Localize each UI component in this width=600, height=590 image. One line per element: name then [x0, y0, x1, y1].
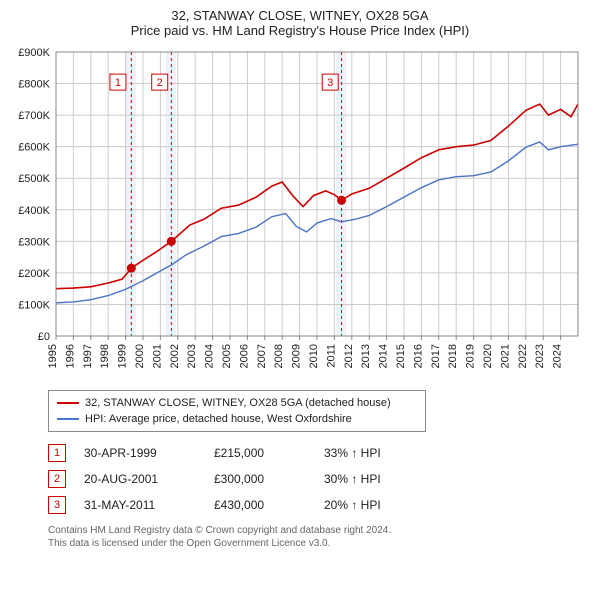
svg-text:2016: 2016: [412, 344, 424, 368]
svg-text:2014: 2014: [378, 344, 390, 368]
svg-text:2015: 2015: [395, 344, 407, 368]
svg-text:3: 3: [327, 77, 333, 89]
event-row: 1 30-APR-1999 £215,000 33% ↑ HPI: [48, 440, 592, 466]
event-row: 3 31-MAY-2011 £430,000 20% ↑ HPI: [48, 492, 592, 518]
svg-text:1999: 1999: [117, 344, 129, 368]
svg-text:2017: 2017: [430, 344, 442, 368]
event-diff: 33% ↑ HPI: [324, 446, 381, 460]
svg-text:2002: 2002: [169, 344, 181, 368]
svg-text:£100K: £100K: [18, 299, 50, 311]
svg-text:1997: 1997: [82, 344, 94, 368]
svg-text:1995: 1995: [47, 344, 59, 368]
svg-text:2: 2: [157, 77, 163, 89]
svg-text:£400K: £400K: [18, 205, 50, 217]
legend-item-hpi: HPI: Average price, detached house, West…: [57, 411, 417, 427]
svg-text:2005: 2005: [221, 344, 233, 368]
svg-text:2008: 2008: [273, 344, 285, 368]
svg-text:£900K: £900K: [18, 47, 50, 59]
svg-text:£800K: £800K: [18, 79, 50, 91]
legend-item-price-paid: 32, STANWAY CLOSE, WITNEY, OX28 5GA (det…: [57, 395, 417, 411]
svg-text:£700K: £700K: [18, 110, 50, 122]
svg-text:2001: 2001: [151, 344, 163, 368]
svg-text:£0: £0: [38, 331, 50, 343]
svg-text:2023: 2023: [534, 344, 546, 368]
event-diff: 20% ↑ HPI: [324, 498, 381, 512]
svg-text:2010: 2010: [308, 344, 320, 368]
sale-events-table: 1 30-APR-1999 £215,000 33% ↑ HPI 2 20-AU…: [48, 440, 592, 518]
svg-text:2020: 2020: [482, 344, 494, 368]
event-diff: 30% ↑ HPI: [324, 472, 381, 486]
svg-text:2019: 2019: [465, 344, 477, 368]
event-badge-3: 3: [48, 496, 66, 514]
copyright-footnote: Contains HM Land Registry data © Crown c…: [48, 524, 592, 550]
svg-text:2004: 2004: [204, 344, 216, 368]
svg-text:£300K: £300K: [18, 236, 50, 248]
svg-text:2009: 2009: [291, 344, 303, 368]
svg-text:2012: 2012: [343, 344, 355, 368]
svg-text:£600K: £600K: [18, 142, 50, 154]
price-chart: £0 £100K £200K £300K £400K £500K £600K £700K £80…: [8, 44, 592, 384]
svg-text:2024: 2024: [552, 344, 564, 368]
event-date: 30-APR-1999: [84, 446, 214, 460]
svg-text:1998: 1998: [99, 344, 111, 368]
event-badge-2: 2: [48, 470, 66, 488]
footnote-line-2: This data is licensed under the Open Gov…: [48, 537, 592, 550]
svg-text:£200K: £200K: [18, 268, 50, 280]
event-price: £215,000: [214, 446, 324, 460]
chart-title: 32, STANWAY CLOSE, WITNEY, OX28 5GA Pric…: [8, 8, 592, 38]
event-badge-1: 1: [48, 444, 66, 462]
title-line-2: Price paid vs. HM Land Registry's House …: [8, 23, 592, 38]
svg-text:2000: 2000: [134, 344, 146, 368]
chart-canvas: £0 £100K £200K £300K £400K £500K £600K £700K £80…: [8, 44, 592, 384]
svg-text:2006: 2006: [238, 344, 250, 368]
svg-text:2003: 2003: [186, 344, 198, 368]
svg-text:2013: 2013: [360, 344, 372, 368]
svg-text:1996: 1996: [64, 344, 76, 368]
legend-label-price-paid: 32, STANWAY CLOSE, WITNEY, OX28 5GA (det…: [85, 397, 391, 409]
svg-text:2018: 2018: [447, 344, 459, 368]
event-date: 20-AUG-2001: [84, 472, 214, 486]
chart-legend: 32, STANWAY CLOSE, WITNEY, OX28 5GA (det…: [48, 390, 426, 432]
svg-text:2007: 2007: [256, 344, 268, 368]
event-price: £300,000: [214, 472, 324, 486]
legend-swatch-price-paid: [57, 402, 79, 404]
footnote-line-1: Contains HM Land Registry data © Crown c…: [48, 524, 592, 537]
event-row: 2 20-AUG-2001 £300,000 30% ↑ HPI: [48, 466, 592, 492]
event-date: 31-MAY-2011: [84, 498, 214, 512]
svg-text:2021: 2021: [499, 344, 511, 368]
title-line-1: 32, STANWAY CLOSE, WITNEY, OX28 5GA: [8, 8, 592, 23]
legend-swatch-hpi: [57, 418, 79, 420]
event-price: £430,000: [214, 498, 324, 512]
svg-text:£500K: £500K: [18, 173, 50, 185]
svg-text:1: 1: [115, 77, 121, 89]
legend-label-hpi: HPI: Average price, detached house, West…: [85, 413, 352, 425]
svg-text:2022: 2022: [517, 344, 529, 368]
svg-text:2011: 2011: [325, 344, 337, 368]
